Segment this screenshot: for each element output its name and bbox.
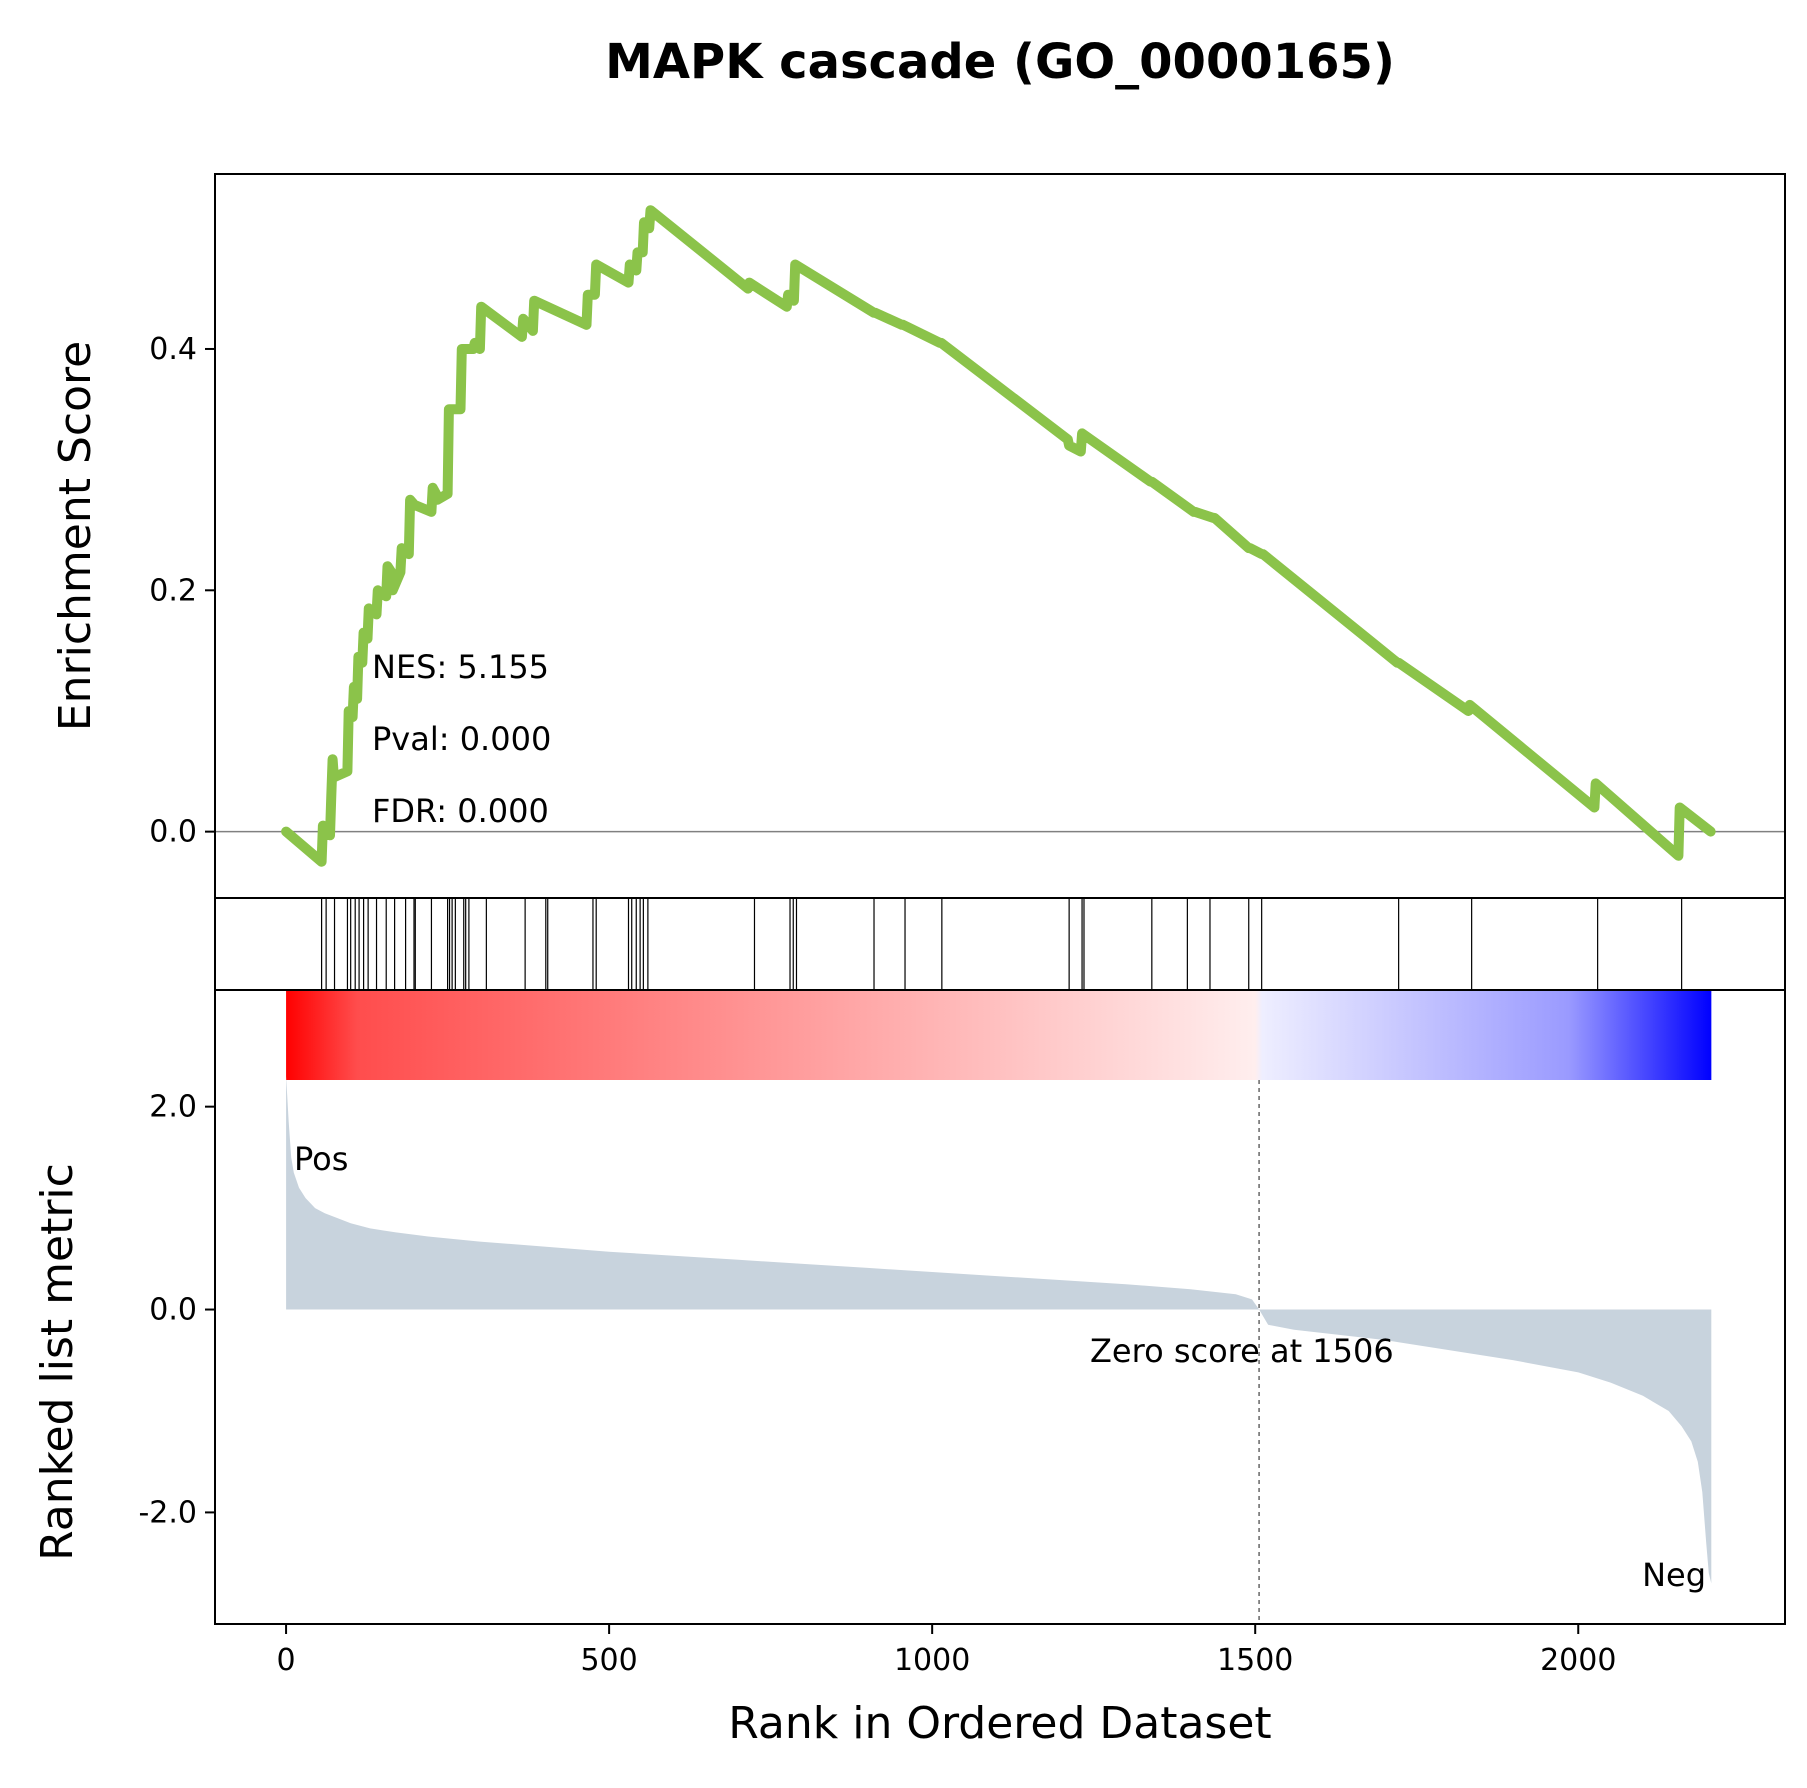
x-tick-label: 500 <box>580 1643 637 1678</box>
neg-label: Neg <box>1642 1556 1706 1594</box>
chart-title: MAPK cascade (GO_0000165) <box>605 34 1395 90</box>
metric-y-tick-label: 2.0 <box>149 1090 197 1125</box>
enrichment-y-ticks: 0.0 0.2 0.4 <box>149 332 215 850</box>
enrichment-axes-frame <box>214 173 1786 899</box>
running-enrichment-line <box>281 205 1716 867</box>
metric-y-ticks: 2.0 0.0 -2.0 <box>138 1090 215 1530</box>
enrichment-y-tick-label: 0.2 <box>149 573 197 608</box>
x-tick-label: 0 <box>277 1643 296 1678</box>
fdr-stat: FDR: 0.000 <box>372 792 549 830</box>
metric-y-tick-label: 0.0 <box>149 1293 197 1328</box>
x-axis-label: Rank in Ordered Dataset <box>728 1698 1271 1749</box>
hits-axes-frame <box>214 897 1786 991</box>
x-tick-label: 1000 <box>894 1643 970 1678</box>
x-tick-label: 1500 <box>1217 1643 1293 1678</box>
gene-hit-ticks <box>321 898 1683 990</box>
enrichment-y-axis-label: Enrichment Score <box>50 341 101 731</box>
enrichment-panel: 0.0 0.2 0.4 NES: 5.155 Pval: 0.000 FDR: 0.… <box>50 173 1786 899</box>
ranked-metric-panel: Zero score at 1506 Pos Neg 2.0 0.0 -2.0 0 5… <box>32 989 1786 1749</box>
ranked-metric-area <box>286 1076 1712 1584</box>
nes-stat: NES: 5.155 <box>372 648 549 686</box>
pos-label: Pos <box>294 1140 348 1178</box>
metric-y-tick-label: -2.0 <box>138 1495 197 1530</box>
rank-color-gradient-bar <box>286 990 1712 1080</box>
metric-axes-frame <box>214 989 1786 1625</box>
x-axis-ticks: 0 500 1000 1500 2000 <box>277 1624 1616 1678</box>
enrichment-y-tick-label: 0.4 <box>149 332 197 367</box>
metric-y-axis-label: Ranked list metric <box>32 1163 83 1561</box>
pval-stat: Pval: 0.000 <box>372 720 551 758</box>
zero-score-label: Zero score at 1506 <box>1090 1332 1394 1370</box>
hits-panel <box>214 897 1786 991</box>
enrichment-y-tick-label: 0.0 <box>149 815 197 850</box>
x-tick-label: 2000 <box>1540 1643 1616 1678</box>
